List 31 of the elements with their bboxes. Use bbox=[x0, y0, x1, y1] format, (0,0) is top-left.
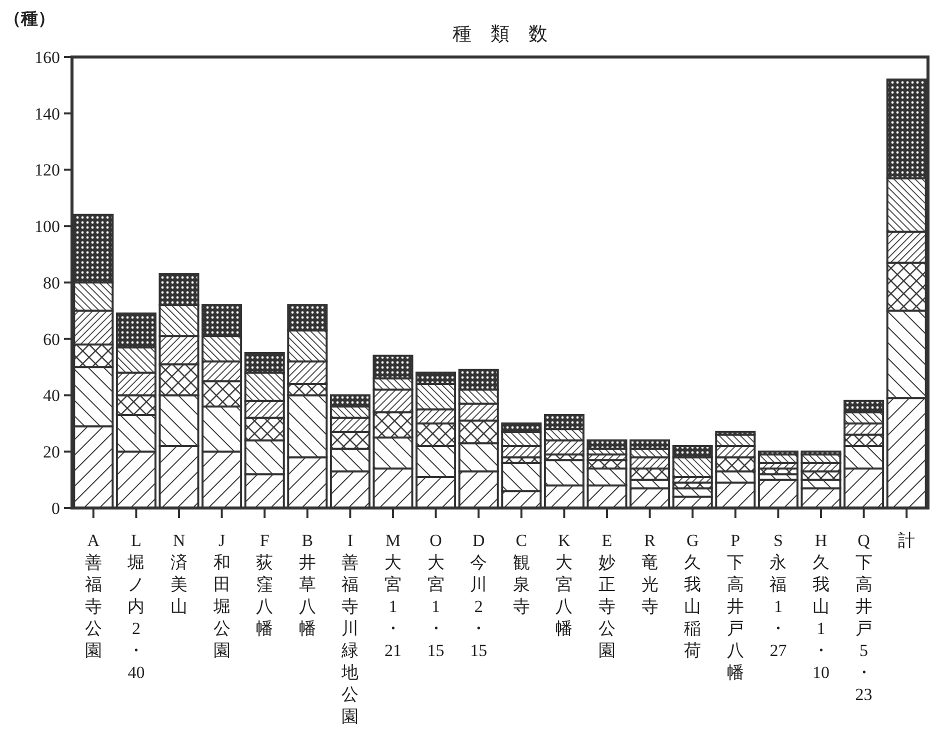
x-tick-label: P 下高井戸八幡 bbox=[726, 531, 744, 682]
x-tick-label: J 和田堀公園 bbox=[212, 531, 230, 660]
x-tick-label: E 妙正寺公園 bbox=[598, 531, 616, 660]
y-tick-label: 0 bbox=[52, 498, 60, 518]
chart-title: 種 類 数 bbox=[452, 24, 548, 45]
x-tick-label: 計 bbox=[898, 531, 916, 550]
x-tick-label: L 堀ノ内2・40 bbox=[126, 531, 145, 682]
x-tick-label: H 久我山1・10 bbox=[812, 531, 830, 682]
x-tick-label: B 井草八幡 bbox=[298, 531, 316, 638]
x-tick-label: F 荻窪八幡 bbox=[256, 531, 274, 638]
x-tick-label: R 竜光寺 bbox=[641, 531, 658, 616]
x-tick-label: C 観泉寺 bbox=[512, 531, 530, 616]
x-tick-label: Q 下高井戸5・23 bbox=[855, 531, 872, 704]
x-tick-label: M 大宮1・21 bbox=[384, 531, 402, 660]
x-tick-label: K 大宮八幡 bbox=[556, 531, 573, 638]
y-tick-label: 140 bbox=[34, 104, 60, 124]
y-tick-label: 60 bbox=[43, 330, 60, 349]
y-tick-label: 100 bbox=[34, 217, 60, 236]
y-tick-label: 40 bbox=[43, 386, 60, 406]
y-axis-title: （種） bbox=[4, 9, 55, 28]
x-tick-label: N 済美山 bbox=[170, 531, 188, 616]
x-tick-label: A 善福寺公園 bbox=[84, 531, 102, 660]
category-label: I 善福寺川緑地公園 bbox=[342, 531, 359, 726]
x-tick-label: O 大宮1・15 bbox=[427, 531, 444, 660]
x-tick-label: G 久我山稲荷 bbox=[684, 531, 702, 660]
y-tick-label: 20 bbox=[43, 442, 60, 462]
x-tick-label: D 今川2・15 bbox=[470, 531, 488, 660]
y-tick-label: 160 bbox=[34, 48, 60, 67]
x-tick-label: S 永福1・27 bbox=[770, 531, 788, 660]
y-tick-label: 80 bbox=[43, 273, 60, 292]
y-tick-label: 120 bbox=[34, 160, 60, 180]
